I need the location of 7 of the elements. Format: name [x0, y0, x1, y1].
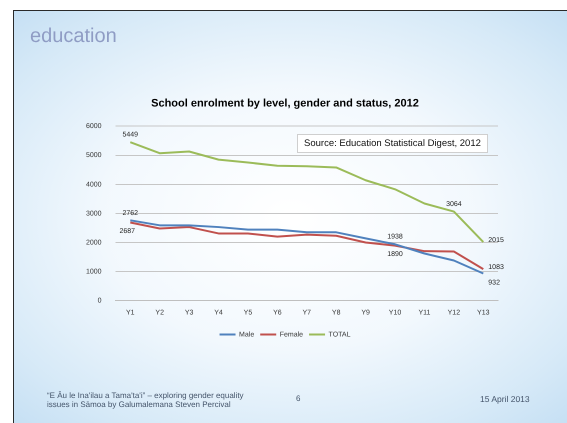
text: education [30, 25, 117, 48]
text: “E Āu le Ina'ilau a Tama'ta'i” – exploring gender equality issues in Sāmoa by Galumalemana Steven Percival [47, 391, 245, 409]
annotation: Source: Education Statistical Digest, 2012 [304, 138, 481, 149]
text-box: Source: Education Statistical Digest, 2012 [297, 134, 488, 153]
text: 15 April 2013 [480, 394, 530, 404]
text: 6 [296, 394, 300, 403]
chart-title: School enrolment by level, gender and status, 2012 [151, 98, 419, 110]
